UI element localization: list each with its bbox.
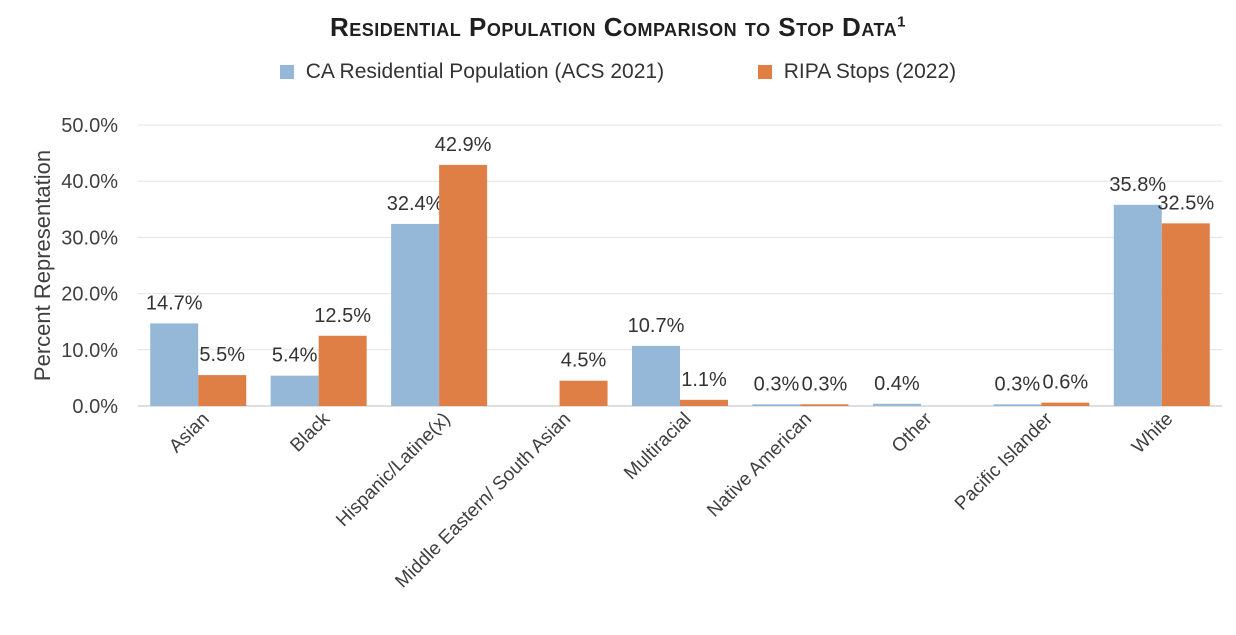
data-label-residential-0: 14.7% <box>146 292 203 314</box>
data-label-ripa-0: 5.5% <box>199 344 245 366</box>
y-tick-label: 0.0% <box>72 396 118 418</box>
title-footnote-marker: 1 <box>897 13 906 31</box>
data-label-ripa-4: 1.1% <box>681 369 727 391</box>
legend-label-residential: CA Residential Population (ACS 2021) <box>305 60 665 83</box>
legend-swatch-residential <box>279 65 294 79</box>
bar-residential-1 <box>270 375 319 406</box>
y-tick-label: 40.0% <box>61 171 118 193</box>
data-label-residential-2: 32.4% <box>387 193 444 215</box>
bar-residential-7 <box>993 404 1042 406</box>
y-axis-title: Percent Representation <box>30 150 55 381</box>
bar-residential-4 <box>632 345 680 406</box>
data-label-ripa-2: 42.9% <box>435 134 492 156</box>
bar-ripa-5 <box>800 404 849 406</box>
data-label-ripa-5: 0.3% <box>802 373 848 395</box>
data-label-residential-5: 0.3% <box>754 373 800 395</box>
chart-title: Residential Population Comparison to Sto… <box>0 12 1236 43</box>
x-tick-label: Multiracial <box>620 409 695 484</box>
bar-ripa-8 <box>1161 223 1210 406</box>
x-tick-label: Asian <box>165 409 213 457</box>
data-label-residential-4: 10.7% <box>628 315 685 337</box>
legend-item-ripa: RIPA Stops (2022) <box>757 60 957 84</box>
y-tick-label: 10.0% <box>61 340 118 362</box>
x-tick-label: Black <box>286 408 334 456</box>
chart-legend: CA Residential Population (ACS 2021) RIP… <box>0 60 1236 84</box>
data-label-ripa-8: 32.5% <box>1157 192 1214 214</box>
bar-residential-6 <box>872 403 921 406</box>
data-label-residential-8: 35.8% <box>1109 174 1166 196</box>
x-tick-label: Pacific Islander <box>951 408 1057 514</box>
y-tick-label: 30.0% <box>61 227 118 249</box>
x-tick-label: Hispanic/Latine(x) <box>332 409 454 531</box>
legend-label-ripa: RIPA Stops (2022) <box>783 60 957 83</box>
data-label-ripa-1: 12.5% <box>314 305 371 327</box>
data-label-residential-1: 5.4% <box>272 345 318 367</box>
bar-residential-5 <box>752 404 801 406</box>
x-tick-label: White <box>1128 409 1177 458</box>
legend-item-residential: CA Residential Population (ACS 2021) <box>279 60 665 84</box>
data-label-residential-7: 0.3% <box>995 373 1041 395</box>
legend-swatch-ripa <box>757 65 772 79</box>
bar-ripa-1 <box>318 335 367 406</box>
bar-residential-8 <box>1113 204 1162 406</box>
bar-ripa-7 <box>1041 402 1090 406</box>
bar-ripa-4 <box>680 399 728 406</box>
y-tick-label: 50.0% <box>61 115 118 137</box>
data-label-ripa-3: 4.5% <box>561 350 607 372</box>
x-tick-label: Native American <box>703 409 816 522</box>
x-tick-label: Other <box>888 408 937 457</box>
bar-ripa-0 <box>198 375 247 406</box>
chart-title-text: Residential Population Comparison to Sto… <box>330 12 898 42</box>
bar-ripa-2 <box>439 164 488 406</box>
y-tick-label: 20.0% <box>61 284 118 306</box>
bar-residential-2 <box>391 223 440 406</box>
bar-residential-0 <box>150 323 199 406</box>
data-label-residential-6: 0.4% <box>874 373 920 395</box>
data-label-ripa-7: 0.6% <box>1043 372 1089 394</box>
bar-ripa-3 <box>559 380 608 406</box>
